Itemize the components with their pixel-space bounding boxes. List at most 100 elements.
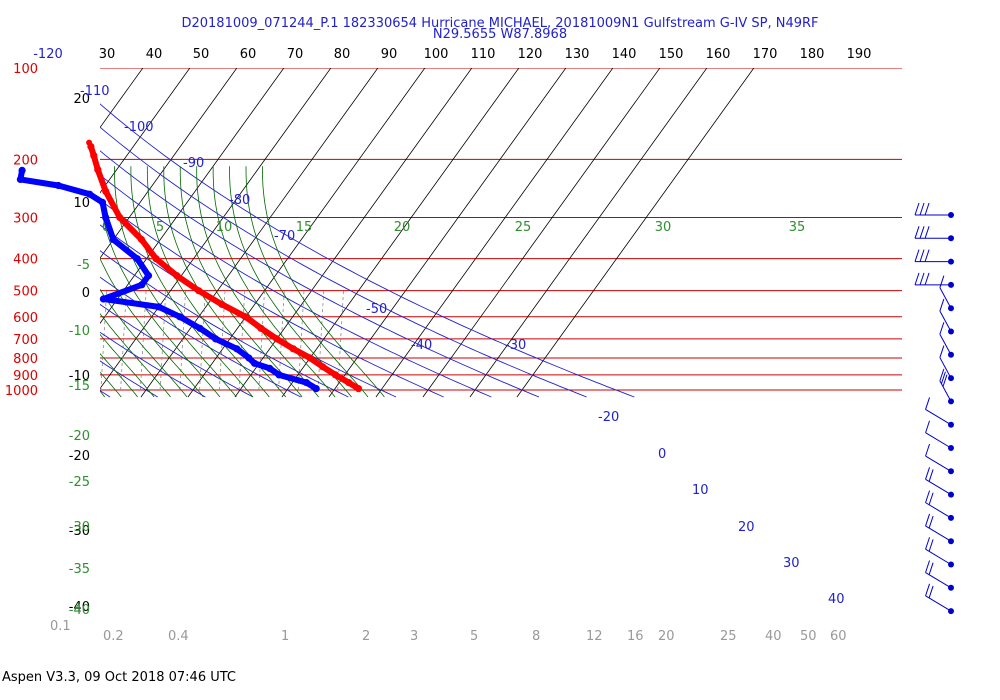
- mixing-ratio-label: 50: [800, 629, 817, 644]
- dewpoint-profile-point: [250, 359, 259, 367]
- wind-barb: [939, 298, 954, 335]
- wind-barb-feather: [919, 226, 925, 239]
- wind-barb-feather: [924, 272, 930, 286]
- dry-adiabat-label: 0: [658, 447, 666, 462]
- dry-adiabat-line: [100, 331, 206, 398]
- wind-barb-staff: [939, 310, 952, 332]
- temperature-scale-label: 90: [381, 47, 398, 62]
- wind-barb: [939, 345, 954, 382]
- theta-e-label: -5: [77, 258, 90, 273]
- dry-adiabat-label: -80: [229, 193, 250, 208]
- temperature-scale-label: 150: [659, 47, 684, 62]
- isotherm-line: [328, 68, 567, 398]
- wind-barb-layer: [914, 202, 954, 615]
- wind-barb-feather: [925, 420, 931, 433]
- moist-adiabat-label: 15: [296, 220, 313, 235]
- temperature-scale-label: -120: [33, 47, 63, 62]
- profile-layer: [16, 139, 363, 393]
- dry-adiabat-label: 20: [738, 520, 755, 535]
- temperature-scale-label: 70: [287, 47, 304, 62]
- wind-barb: [925, 537, 954, 568]
- temperature-profile-point: [289, 345, 297, 353]
- wind-barb-feather: [925, 560, 931, 573]
- wind-barb-staff: [925, 502, 952, 519]
- wind-barb: [925, 513, 954, 545]
- moist-adiabat-label: 20: [394, 220, 411, 235]
- temperature-profile-point: [173, 272, 181, 280]
- temperature-profile-point: [137, 235, 146, 244]
- wind-barb-feather: [925, 490, 931, 503]
- wind-barb-staff: [939, 287, 952, 309]
- wind-barb: [925, 397, 954, 428]
- isotherm-line: [281, 68, 520, 398]
- temperature-scale-label: 140: [612, 47, 637, 62]
- dry-adiabat-label: -20: [598, 410, 619, 425]
- wind-barb: [925, 443, 954, 475]
- wind-barb-feather: [942, 374, 948, 387]
- moist-adiabat-label: 5: [156, 220, 164, 235]
- mixing-ratio-line: [139, 290, 147, 391]
- dry-adiabat-line: [100, 276, 301, 398]
- wind-barb-staff: [925, 408, 952, 426]
- moist-adiabat-line: [100, 197, 221, 398]
- dewpoint-profile-point: [176, 313, 184, 321]
- wind-barb-feather: [914, 202, 920, 216]
- mixing-ratio-line: [258, 290, 265, 391]
- mixing-ratio-line: [297, 290, 305, 391]
- temperature-scale-label: 180: [800, 47, 825, 62]
- moist-adiabat-line: [100, 313, 171, 398]
- pressure-tick-label: 300: [13, 211, 38, 226]
- pressure-tick-label: 1000: [5, 384, 38, 399]
- footer-text: Aspen V3.3, 09 Oct 2018 07:46 UTC: [2, 670, 236, 685]
- dewpoint-profile-point: [18, 166, 26, 174]
- wind-barb-feather: [925, 467, 931, 480]
- pressure-tick-label: 200: [13, 153, 38, 168]
- dewpoint-profile-point: [302, 379, 310, 387]
- dry-adiabat-line: [100, 199, 444, 398]
- isotherm-label: -30: [69, 524, 90, 539]
- isotherm-line: [375, 68, 614, 398]
- mixing-ratio-label: 8: [532, 629, 540, 644]
- wind-barb: [914, 249, 954, 265]
- temperature-scale-label: 50: [193, 47, 210, 62]
- temperature-profile-point: [94, 166, 102, 174]
- moist-adiabat-line: [262, 166, 385, 398]
- pressure-tick-label: 600: [13, 311, 38, 326]
- wind-barb: [925, 583, 954, 615]
- mixing-ratio-line: [317, 290, 325, 391]
- isotherm-line: [469, 68, 708, 398]
- moist-adiabat-line: [100, 371, 122, 398]
- wind-barb-staff: [925, 455, 952, 472]
- mixing-ratio-label: 5: [470, 629, 478, 644]
- dewpoint-profile-point: [109, 235, 117, 244]
- dry-adiabat-label: -70: [274, 229, 295, 244]
- isotherm-line: [100, 68, 191, 194]
- mixing-ratio-line: [199, 290, 206, 391]
- theta-e-label: -35: [69, 562, 90, 577]
- dry-adiabat-line: [100, 303, 254, 398]
- pressure-tick-label: 900: [13, 369, 38, 384]
- dewpoint-profile-point: [138, 281, 146, 289]
- mixing-ratio-label: 60: [830, 629, 847, 644]
- wind-barb-staff: [925, 525, 952, 542]
- wind-barb-staff: [925, 478, 952, 496]
- dewpoint-profile-point: [275, 371, 283, 379]
- mixing-ratio-line: [159, 290, 167, 391]
- temperature-scale-label: 110: [471, 47, 496, 62]
- pressure-tick-label: 500: [13, 285, 38, 300]
- dry-adiabat-label: 10: [692, 483, 709, 498]
- wind-barb: [925, 490, 954, 521]
- wind-barb-feather: [928, 585, 934, 599]
- temperature-profile-point: [306, 354, 314, 362]
- isotherm-label: -20: [69, 449, 90, 464]
- dry-adiabat-label: 40: [828, 592, 845, 607]
- wind-barb: [939, 275, 954, 312]
- dewpoint-profile-point: [16, 175, 24, 183]
- temperature-profile-point: [345, 379, 353, 387]
- mixing-ratio-label: 0.1: [50, 619, 71, 634]
- dry-adiabat-label: -110: [80, 84, 110, 99]
- wind-barb: [914, 272, 954, 288]
- wind-barb-feather: [940, 371, 946, 384]
- pressure-tick-label: 700: [13, 333, 38, 348]
